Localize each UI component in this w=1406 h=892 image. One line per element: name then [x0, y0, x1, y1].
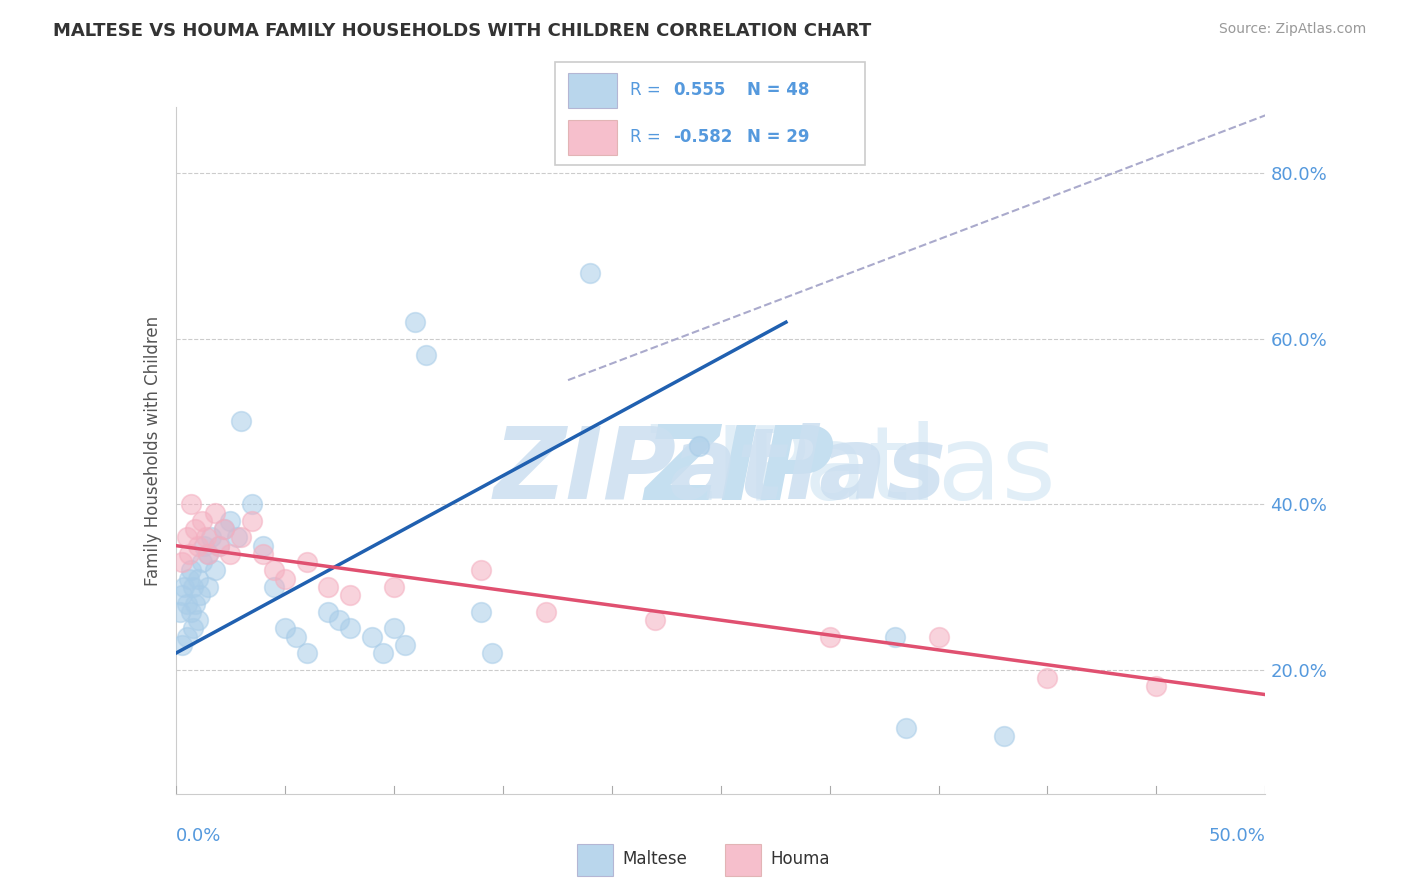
Point: [928, 630, 950, 644]
Point: [263, 564, 285, 578]
Bar: [568, 120, 617, 155]
Point: [172, 555, 194, 569]
Point: [195, 530, 218, 544]
Point: [894, 721, 917, 735]
Text: Houma: Houma: [770, 850, 830, 868]
Point: [481, 646, 503, 660]
Point: [212, 522, 235, 536]
Point: [180, 497, 202, 511]
Point: [200, 530, 222, 544]
Point: [184, 597, 207, 611]
Text: 0.0%: 0.0%: [176, 827, 221, 845]
Point: [382, 621, 405, 635]
Text: ZIPatlas: ZIPatlas: [644, 420, 1056, 522]
Point: [191, 514, 214, 528]
Point: [240, 497, 263, 511]
Text: MALTESE VS HOUMA FAMILY HOUSEHOLDS WITH CHILDREN CORRELATION CHART: MALTESE VS HOUMA FAMILY HOUSEHOLDS WITH …: [53, 22, 872, 40]
Point: [212, 522, 235, 536]
Point: [184, 522, 207, 536]
Point: [371, 646, 394, 660]
Text: Maltese: Maltese: [621, 850, 688, 868]
Point: [186, 572, 209, 586]
Point: [240, 514, 263, 528]
Point: [197, 580, 219, 594]
Bar: [568, 73, 617, 108]
Point: [172, 588, 194, 602]
Point: [177, 572, 200, 586]
Point: [180, 564, 202, 578]
Point: [219, 547, 242, 561]
Point: [470, 564, 492, 578]
Point: [191, 555, 214, 569]
Point: [361, 630, 384, 644]
Point: [176, 597, 198, 611]
Point: [186, 539, 209, 553]
Text: R =: R =: [630, 128, 665, 146]
Point: [1036, 671, 1059, 685]
Point: [177, 547, 200, 561]
Point: [295, 555, 318, 569]
Point: [263, 580, 285, 594]
Point: [176, 530, 198, 544]
Point: [644, 613, 666, 627]
Point: [1146, 679, 1168, 693]
Point: [339, 588, 361, 602]
Point: [993, 729, 1015, 743]
FancyBboxPatch shape: [555, 62, 865, 165]
Point: [394, 638, 416, 652]
Point: [204, 506, 226, 520]
Point: [197, 547, 219, 561]
Point: [284, 630, 307, 644]
Point: [382, 580, 405, 594]
Text: 50.0%: 50.0%: [1209, 827, 1265, 845]
Point: [193, 539, 215, 553]
Point: [274, 572, 297, 586]
Point: [181, 621, 204, 635]
Text: ZIPatlas: ZIPatlas: [494, 423, 948, 519]
Point: [231, 530, 253, 544]
Point: [252, 547, 274, 561]
Point: [188, 588, 211, 602]
Point: [208, 539, 231, 553]
Text: 0.555: 0.555: [673, 81, 725, 99]
Text: R =: R =: [630, 81, 665, 99]
Point: [470, 605, 492, 619]
Point: [169, 605, 191, 619]
Point: [172, 638, 194, 652]
Point: [180, 605, 202, 619]
Point: [173, 580, 195, 594]
Point: [318, 605, 340, 619]
Point: [534, 605, 557, 619]
Point: [274, 621, 297, 635]
Point: [688, 439, 710, 453]
Point: [219, 514, 242, 528]
Point: [339, 621, 361, 635]
Point: [176, 630, 198, 644]
Text: ZIP: ZIP: [644, 420, 835, 522]
Point: [208, 539, 231, 553]
Text: N = 29: N = 29: [747, 128, 810, 146]
Point: [818, 630, 841, 644]
Point: [295, 646, 318, 660]
Point: [181, 580, 204, 594]
Text: -0.582: -0.582: [673, 128, 733, 146]
Point: [405, 315, 427, 329]
Point: [197, 547, 219, 561]
Text: N = 48: N = 48: [747, 81, 810, 99]
Text: Source: ZipAtlas.com: Source: ZipAtlas.com: [1219, 22, 1367, 37]
Point: [318, 580, 340, 594]
Point: [415, 348, 437, 362]
Point: [579, 266, 602, 280]
Point: [186, 613, 209, 627]
Point: [225, 530, 247, 544]
Point: [328, 613, 350, 627]
Y-axis label: Family Households with Children: Family Households with Children: [143, 316, 162, 585]
Bar: [576, 844, 613, 876]
Point: [884, 630, 907, 644]
Point: [204, 564, 226, 578]
Bar: [725, 844, 762, 876]
Point: [252, 539, 274, 553]
Point: [231, 415, 253, 429]
